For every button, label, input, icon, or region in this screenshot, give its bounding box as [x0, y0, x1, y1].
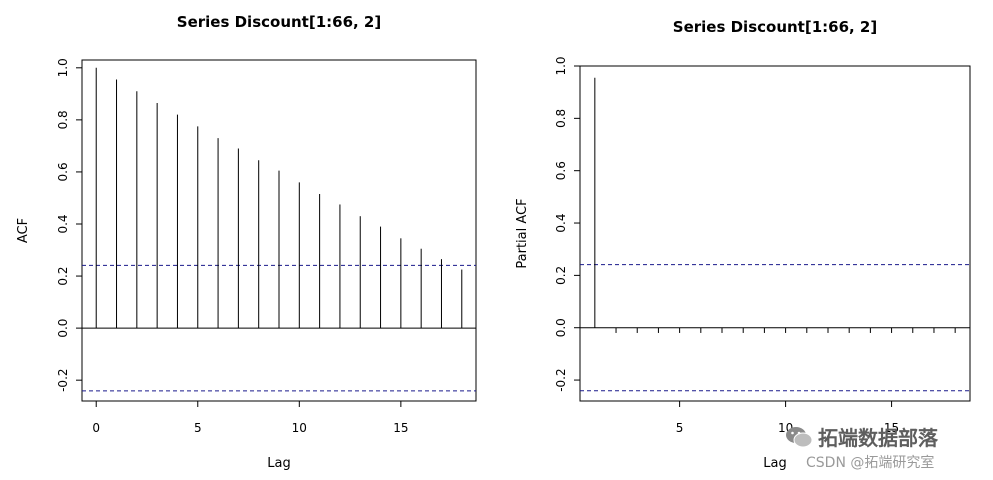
panel-1-x-tick-label-15: 15 — [393, 421, 408, 435]
panel-2-y-tick-label-5: 0.8 — [554, 109, 568, 128]
panel-1-y-tick-label-0: -0.2 — [56, 368, 70, 391]
panel-1-y-tick-label-2: 0.2 — [56, 267, 70, 286]
watermark-sub: CSDN @拓端研究室 — [806, 455, 935, 471]
panel-1: Series Discount[1:66, 2] 0 5 10 15 -0.2 0.0 0.2… — [16, 13, 477, 471]
wechat-icon — [786, 427, 813, 448]
panel-2-x-axis-label: Lag — [763, 456, 786, 471]
panel-2-y-tick-label-3: 0.4 — [554, 213, 568, 232]
panel-2-x-tick-label-15: 15 — [884, 421, 899, 435]
panel-2-title: Series Discount[1:66, 2] — [673, 18, 877, 36]
panel-2-y-tick-label-4: 0.6 — [554, 161, 568, 180]
panel-1-x-tick-label-10: 10 — [292, 421, 307, 435]
panel-2-y-tick-label-2: 0.2 — [554, 266, 568, 285]
panel-2-x-tick-label-5: 5 — [676, 421, 684, 435]
panel-1-x-tick-label-0: 0 — [92, 421, 100, 435]
panel-1-x-tick-label-5: 5 — [194, 421, 202, 435]
watermark-brand: 拓端数据部落 — [818, 426, 938, 450]
panel-1-y-tick-label-5: 0.8 — [56, 110, 70, 129]
panel-1-x-axis-label: Lag — [267, 456, 290, 471]
panel-1-y-tick-label-1: 0.0 — [56, 319, 70, 338]
panel-2-y-tick-label-1: 0.0 — [554, 318, 568, 337]
panel-1-y-axis-label: ACF — [16, 218, 31, 243]
panel-2-plot-frame — [579, 65, 971, 402]
panel-1-y-tick-label-3: 0.4 — [56, 214, 70, 233]
panel-1-y-tick-label-4: 0.6 — [56, 162, 70, 181]
panel-2-y-tick-label-6: 1.0 — [554, 56, 568, 75]
panel-1-y-tick-label-6: 1.0 — [56, 58, 70, 77]
panel-2-y-axis-label: Partial ACF — [515, 198, 530, 268]
panel-2: Series Discount[1:66, 2]5 10 15-0.20.00.20… — [515, 18, 971, 471]
panel-2-y-tick-label-0: -0.2 — [554, 368, 568, 391]
watermark: 拓端数据部落 CSDN @拓端研究室 — [782, 420, 987, 476]
panel-1-title: Series Discount[1:66, 2] — [177, 13, 381, 31]
panel-1-plot-frame — [81, 59, 477, 402]
